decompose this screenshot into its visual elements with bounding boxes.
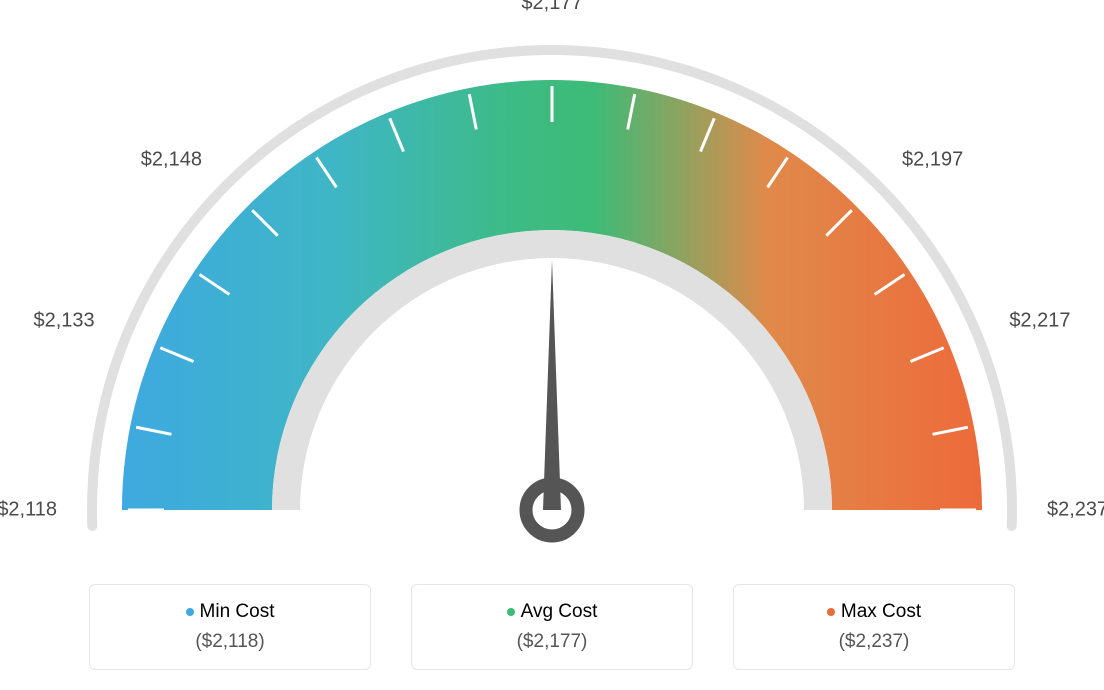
gauge-tick-label: $2,197 bbox=[902, 148, 963, 171]
dot-icon bbox=[507, 608, 515, 616]
legend-row: Min Cost ($2,118) Avg Cost ($2,177) Max … bbox=[0, 584, 1104, 670]
legend-value-avg: ($2,177) bbox=[412, 631, 692, 653]
legend-value-max: ($2,237) bbox=[734, 631, 1014, 653]
gauge-needle bbox=[526, 260, 578, 536]
legend-label-max: Max Cost bbox=[841, 601, 921, 622]
legend-label-min: Min Cost bbox=[200, 601, 275, 622]
legend-title-avg: Avg Cost bbox=[412, 601, 692, 623]
gauge-chart-container: $2,118 $2,133 $2,148 $2,177 $2,197 $2,217 $2,2… bbox=[0, 0, 1104, 690]
gauge-tick-label: $2,217 bbox=[1009, 309, 1070, 332]
gauge-tick-label: $2,177 bbox=[521, 0, 582, 15]
gauge-svg bbox=[0, 0, 1104, 560]
dot-icon bbox=[827, 608, 835, 616]
legend-card-min: Min Cost ($2,118) bbox=[89, 584, 371, 670]
legend-title-max: Max Cost bbox=[734, 601, 1014, 623]
gauge-tick-label: $2,118 bbox=[0, 499, 57, 522]
legend-card-max: Max Cost ($2,237) bbox=[733, 584, 1015, 670]
legend-value-min: ($2,118) bbox=[90, 631, 370, 653]
gauge-area: $2,118 $2,133 $2,148 $2,177 $2,197 $2,217 $2,2… bbox=[0, 0, 1104, 560]
gauge-tick-label: $2,133 bbox=[34, 309, 95, 332]
legend-label-avg: Avg Cost bbox=[521, 601, 598, 622]
gauge-tick-label: $2,148 bbox=[141, 148, 202, 171]
legend-title-min: Min Cost bbox=[90, 601, 370, 623]
dot-icon bbox=[186, 608, 194, 616]
legend-card-avg: Avg Cost ($2,177) bbox=[411, 584, 693, 670]
gauge-tick-label: $2,237 bbox=[1047, 499, 1104, 522]
